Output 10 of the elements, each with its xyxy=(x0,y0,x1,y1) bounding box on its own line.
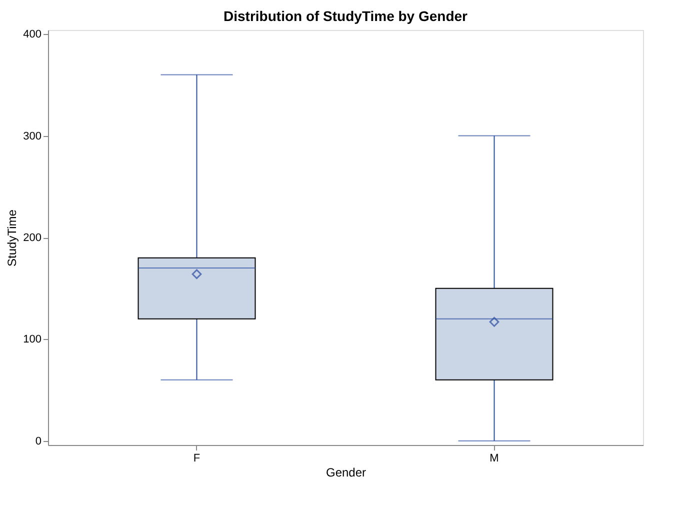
chart-title: Distribution of StudyTime by Gender xyxy=(224,8,468,24)
x-tick-label: M xyxy=(490,452,499,464)
y-axis-title: StudyTime xyxy=(5,209,20,266)
y-tick-label: 400 xyxy=(23,28,42,41)
x-axis-title: Gender xyxy=(326,466,366,480)
y-tick-label: 100 xyxy=(23,334,42,346)
y-tick-label: 0 xyxy=(35,435,42,448)
y-tick-label: 200 xyxy=(23,232,42,244)
x-tick-label: F xyxy=(193,452,200,464)
y-tick-label: 300 xyxy=(23,130,42,142)
